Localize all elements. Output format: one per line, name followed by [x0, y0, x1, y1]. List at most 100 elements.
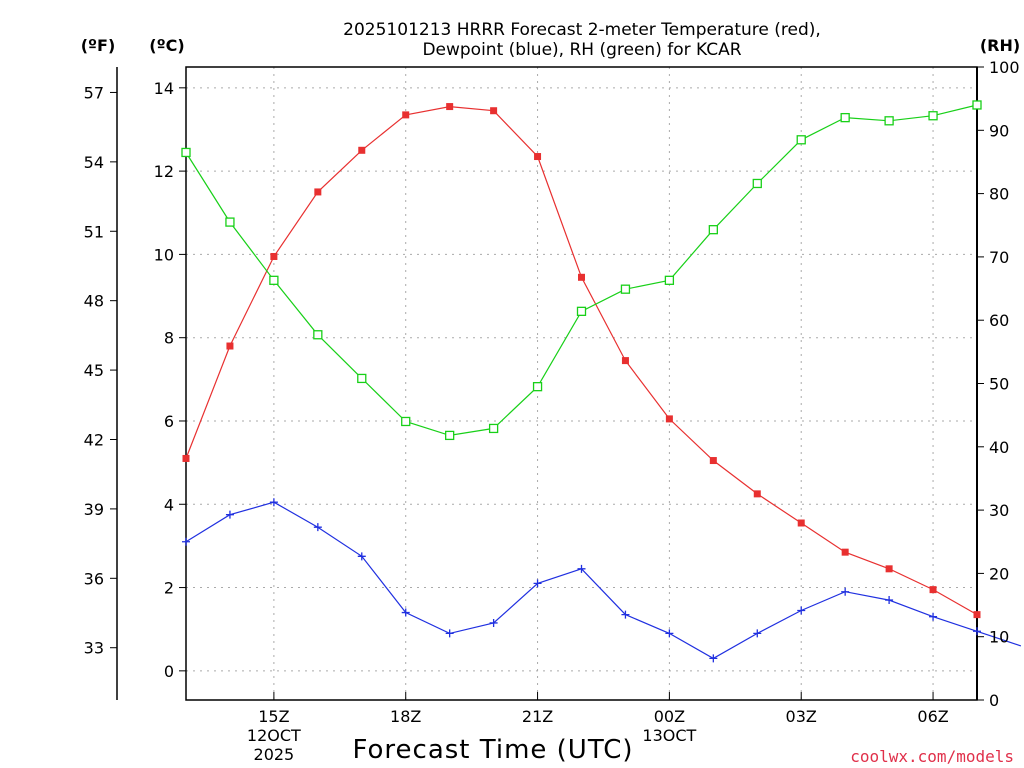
dewpoint-point — [313, 523, 322, 532]
rh-point — [620, 284, 631, 294]
rh-tick-label: 20 — [989, 564, 1009, 583]
dewpoint-point — [797, 606, 806, 615]
fahrenheit-tick-label: 33 — [84, 639, 104, 658]
rh-tick-label: 30 — [989, 501, 1009, 520]
fahrenheit-tick-label: 42 — [84, 430, 104, 449]
rh-tick-label: 80 — [989, 185, 1009, 204]
fahrenheit-tick-label: 45 — [84, 361, 104, 380]
celsius-tick-label: 2 — [164, 579, 174, 598]
fahrenheit-tick-label: 57 — [84, 83, 104, 102]
series-lines — [181, 100, 1022, 663]
x-tick-label: 18Z — [390, 707, 421, 726]
series-dewpoint — [182, 498, 1022, 663]
dewpoint-point — [709, 654, 718, 663]
dewpoint-point — [269, 498, 278, 507]
fahrenheit-unit-label: (ºF) — [81, 36, 116, 55]
chart-title-line1: 2025101213 HRRR Forecast 2-meter Tempera… — [343, 20, 821, 40]
x-tick-label: 2025 — [254, 745, 295, 764]
rh-point — [181, 147, 191, 158]
temperature-point — [358, 146, 366, 154]
temperature-point — [841, 548, 849, 556]
dewpoint-point — [225, 510, 234, 519]
rh-point — [972, 100, 982, 110]
fahrenheit-tick-label: 51 — [84, 222, 104, 241]
rh-point — [445, 430, 455, 441]
celsius-tick-label: 12 — [154, 162, 174, 181]
chart-title-line2: Dewpoint (blue), RH (green) for KCAR — [422, 40, 741, 60]
dewpoint-point — [182, 537, 190, 546]
celsius-tick-label: 14 — [154, 79, 174, 98]
axes — [110, 66, 984, 701]
rh-tick-label: 10 — [989, 628, 1009, 647]
rh-point — [664, 275, 675, 285]
dewpoint-point — [621, 610, 630, 619]
x-tick-label: 03Z — [786, 707, 817, 726]
rh-point — [357, 373, 367, 384]
dewpoint-point — [445, 629, 454, 638]
dewpoint-point — [973, 627, 981, 636]
dewpoint-point — [841, 587, 850, 596]
celsius-tick-label: 8 — [164, 329, 174, 348]
rh-point — [488, 423, 499, 434]
series-rh — [181, 100, 982, 441]
temperature-point — [709, 457, 717, 465]
rh-tick-label: 60 — [989, 311, 1009, 330]
rh-point — [752, 178, 762, 189]
rh-point — [269, 275, 279, 285]
rh-point — [532, 382, 543, 392]
temperature-point — [490, 107, 498, 115]
dewpoint-point — [665, 629, 674, 638]
rh-tick-label: 50 — [989, 375, 1009, 394]
temperature-point — [182, 454, 190, 462]
temperature-line — [185, 105, 978, 616]
tick-labels: 0 2 4 6 8 10 12 14 33 36 39 42 45 48 51 54 57 0 10 20 30 40 50… — [84, 58, 1020, 764]
rh-point — [928, 111, 938, 121]
fahrenheit-tick-label: 39 — [84, 500, 104, 519]
x-tick-label: 21Z — [522, 707, 553, 726]
temperature-point — [314, 188, 322, 196]
temperature-point — [446, 103, 454, 111]
grid-lines — [186, 67, 977, 700]
temperature-point — [402, 111, 410, 119]
x-tick-label: 13OCT — [642, 726, 696, 745]
temperature-point — [578, 273, 585, 281]
dewpoint-point — [929, 612, 938, 621]
rh-line — [185, 104, 978, 437]
fahrenheit-tick-label: 54 — [84, 153, 104, 172]
fahrenheit-tick-label: 36 — [84, 569, 104, 588]
celsius-tick-label: 0 — [164, 662, 174, 681]
rh-point — [576, 306, 587, 316]
x-tick-label: 06Z — [917, 707, 948, 726]
dewpoint-point — [489, 618, 498, 627]
rh-point — [401, 416, 411, 427]
x-tick-label: 12OCT — [247, 726, 301, 745]
rh-tick-label: 70 — [989, 248, 1009, 267]
rh-point — [313, 330, 323, 340]
celsius-tick-label: 10 — [154, 245, 174, 264]
dewpoint-point — [357, 552, 366, 561]
temperature-point — [621, 357, 629, 365]
rh-tick-label: 0 — [989, 691, 999, 710]
rh-point — [796, 135, 806, 145]
temperature-point — [929, 586, 937, 594]
dewpoint-point — [401, 608, 410, 617]
rh-tick-label: 90 — [989, 121, 1009, 140]
dewpoint-point — [533, 579, 542, 588]
dewpoint-point — [885, 596, 894, 605]
series-temperature — [182, 103, 981, 619]
fahrenheit-tick-label: 48 — [84, 292, 104, 311]
x-axis-label: Forecast Time (UTC) — [352, 735, 633, 765]
temperature-point — [753, 490, 761, 498]
credit-text: coolwx.com/models — [850, 747, 1014, 766]
rh-tick-label: 100 — [989, 58, 1020, 77]
x-tick-label: 15Z — [258, 707, 289, 726]
temperature-point — [973, 611, 981, 619]
plot-frame — [185, 66, 978, 701]
temperature-point — [534, 153, 542, 161]
temperature-point — [797, 519, 805, 527]
celsius-tick-label: 6 — [164, 412, 174, 431]
temperature-point — [885, 565, 893, 573]
rh-unit-label: (RH) — [980, 36, 1020, 55]
dewpoint-point — [577, 564, 586, 573]
